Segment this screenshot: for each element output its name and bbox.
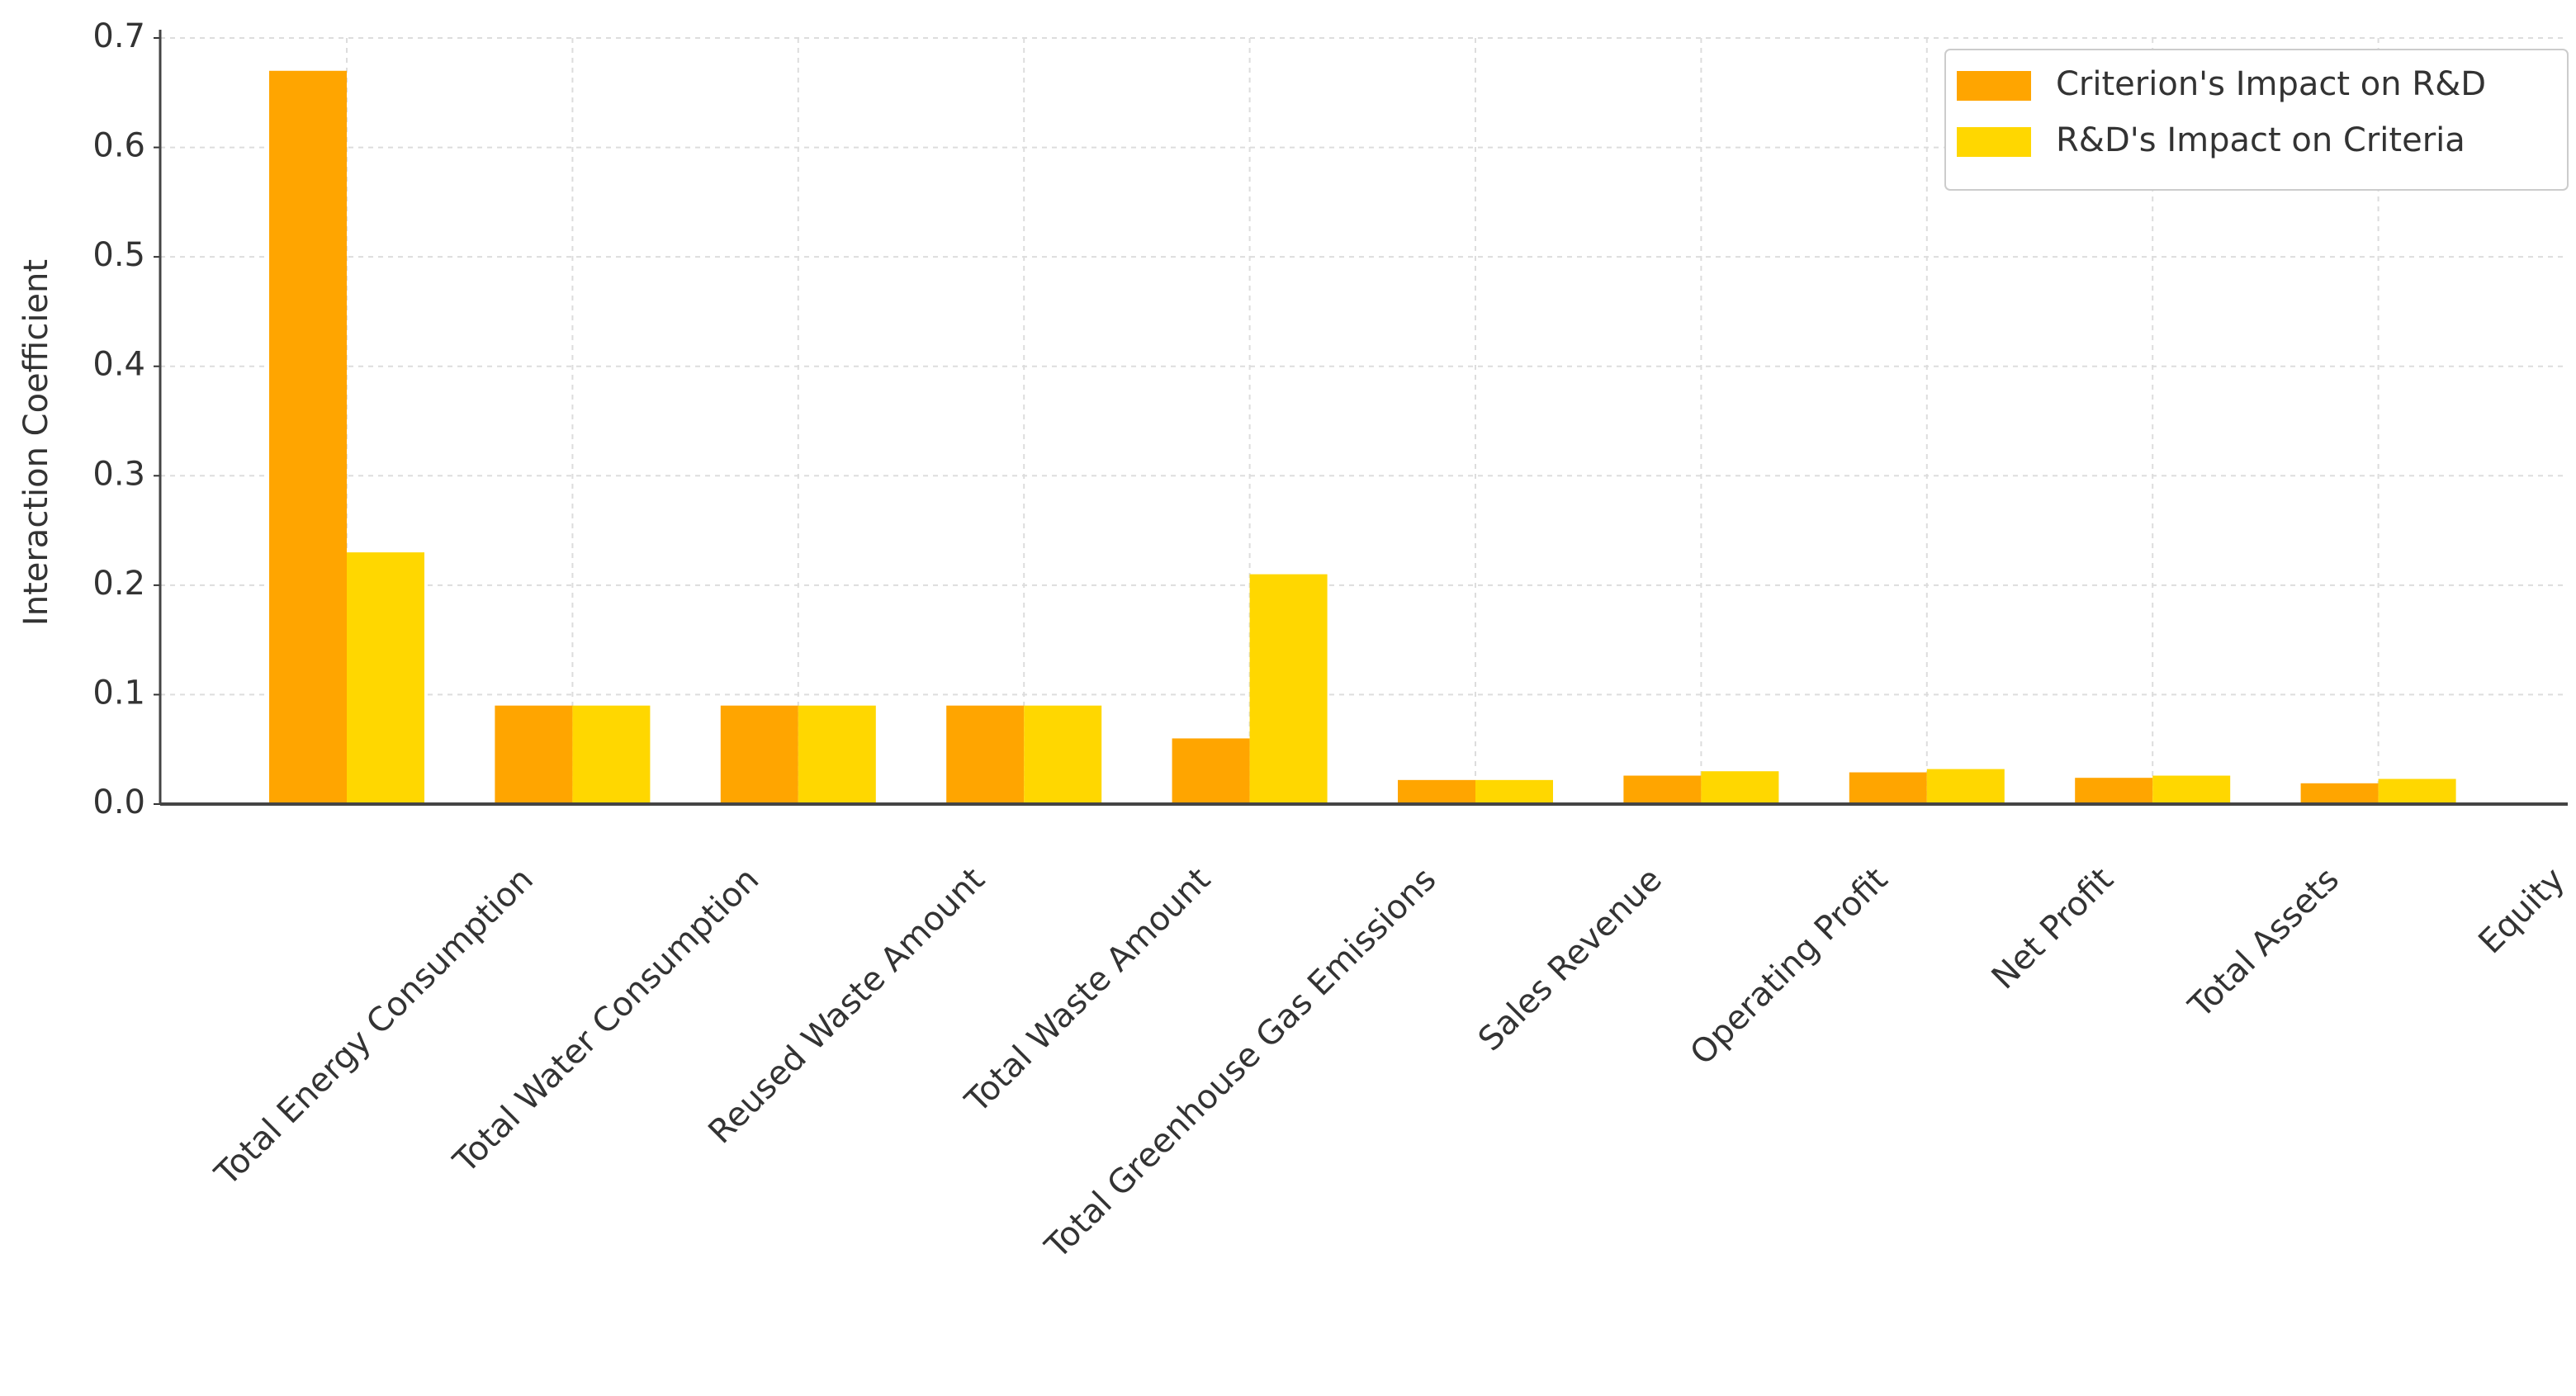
bar <box>572 705 651 804</box>
y-tick-label: 0.4 <box>92 346 145 384</box>
x-tick-label: Total Greenhouse Gas Emissions <box>1038 860 1444 1266</box>
bar <box>2378 778 2456 804</box>
bar <box>347 552 424 804</box>
bar <box>495 705 573 804</box>
legend-swatch <box>1957 71 2031 101</box>
x-tick-label: Total Assets <box>2181 860 2346 1025</box>
bar <box>946 705 1025 804</box>
bar <box>2300 783 2379 804</box>
bar <box>1849 772 1927 804</box>
bar <box>798 705 876 804</box>
x-tick-label: Net Profit <box>1985 860 2121 996</box>
x-tick-label: Total Waste Amount <box>958 860 1218 1120</box>
y-tick-label: 0.1 <box>92 674 145 712</box>
y-axis-label: Interaction Coefficient <box>17 259 55 626</box>
x-tick-label: Equity <box>2471 860 2572 961</box>
bar <box>2152 775 2231 804</box>
bar <box>1024 705 1102 804</box>
y-tick-label: 0.6 <box>92 127 145 165</box>
bar <box>1623 775 1702 804</box>
y-tick-label: 0.2 <box>92 565 145 603</box>
y-tick-label: 0.7 <box>92 17 145 55</box>
y-tick-label: 0.3 <box>92 455 145 493</box>
bar <box>1701 771 1779 804</box>
x-tick-label: Operating Profit <box>1683 860 1896 1072</box>
bar <box>720 705 798 804</box>
x-tick-label: Sales Revenue <box>1471 860 1669 1058</box>
bar <box>269 70 347 805</box>
legend-box <box>1944 49 2569 191</box>
bar <box>1475 779 1553 804</box>
y-tick-label: 0.0 <box>92 783 145 821</box>
bar <box>2075 778 2153 804</box>
legend-swatch <box>1957 127 2031 157</box>
bar <box>1172 738 1250 804</box>
bar <box>1398 779 1475 804</box>
bar <box>1926 769 2005 804</box>
legend-label: Criterion's Impact on R&D <box>2056 65 2486 103</box>
y-tick-label: 0.5 <box>92 236 145 274</box>
legend-label: R&D's Impact on Criteria <box>2056 121 2465 159</box>
bar <box>1249 574 1328 804</box>
